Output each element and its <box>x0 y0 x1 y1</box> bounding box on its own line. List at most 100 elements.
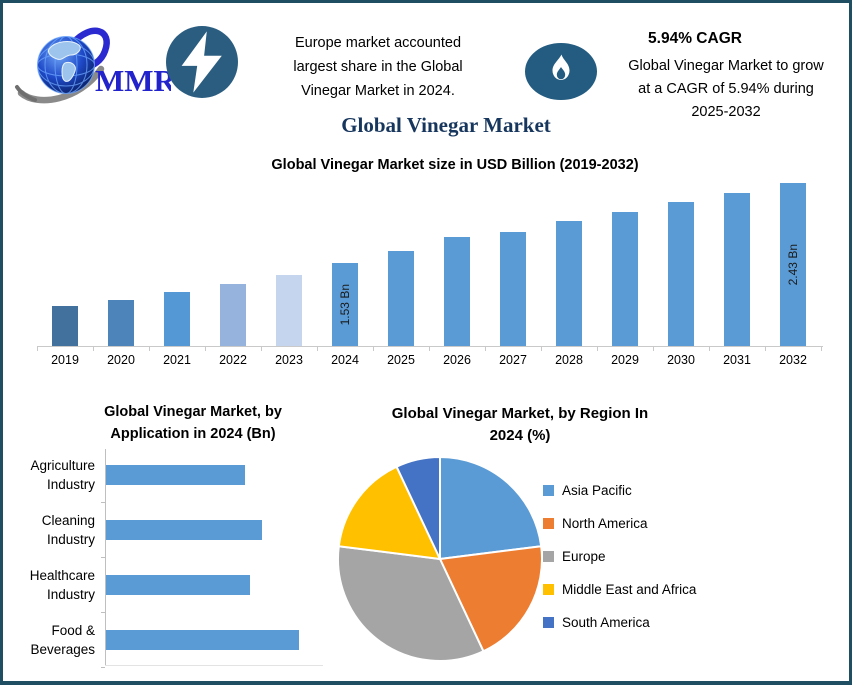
y-axis-line <box>105 449 106 665</box>
bar-2031 <box>724 193 750 346</box>
cagr-line-2: at a CAGR of 5.94% during <box>638 81 814 97</box>
legend-swatch <box>543 484 554 496</box>
app-label-2: Cleaning Industry <box>41 513 95 547</box>
bar-2024: 1.53 Bn <box>332 263 358 346</box>
fact-line-2: largest share in the Global <box>293 59 463 75</box>
x-axis-label-2022: 2022 <box>219 353 247 367</box>
region-pie-legend: Asia Pacific North America Europe Middle Ea… <box>543 480 696 632</box>
bar-2023 <box>276 275 302 346</box>
x-axis-label-2021: 2021 <box>163 353 191 367</box>
x-baseline <box>105 665 323 666</box>
x-axis-label-2025: 2025 <box>387 353 415 367</box>
app-label-3: Healthcare Industry <box>29 568 95 602</box>
x-axis-label-2027: 2027 <box>499 353 527 367</box>
legend-swatch <box>543 616 554 628</box>
x-axis-tick <box>37 346 38 351</box>
x-axis-line <box>37 346 823 347</box>
x-axis-tick <box>653 346 654 351</box>
x-axis-label-2028: 2028 <box>555 353 583 367</box>
app-bar-2 <box>106 520 262 540</box>
region-chart-title: Global Vinegar Market, by Region In 2024… <box>391 405 649 444</box>
application-chart: Global Vinegar Market, by Application in… <box>3 399 343 681</box>
bar-2022 <box>220 284 246 346</box>
legend-swatch <box>543 550 554 562</box>
x-axis-label-2029: 2029 <box>611 353 639 367</box>
app-bar-4 <box>106 630 299 650</box>
bar-2032: 2.43 Bn <box>780 183 806 346</box>
x-axis-label-2023: 2023 <box>275 353 303 367</box>
fact-line-1: Europe market accounted <box>294 35 462 51</box>
x-axis-label-2032: 2032 <box>779 353 807 367</box>
legend-swatch <box>543 517 554 529</box>
bar-2028 <box>556 221 582 346</box>
x-axis-tick <box>709 346 710 351</box>
market-size-chart-title: Global Vinegar Market size in USD Billio… <box>271 157 639 173</box>
legend-label: South America <box>562 614 650 630</box>
cagr-text: Global Vinegar Market to grow at a CAGR … <box>603 55 849 124</box>
x-axis-tick <box>149 346 150 351</box>
fact-line-3: Vinegar Market in 2024. <box>301 83 455 99</box>
x-axis-label-2030: 2030 <box>667 353 695 367</box>
legend-label: Asia Pacific <box>562 482 632 498</box>
market-size-chart: 2019 2020 2021 2022 2023 1.53 Bn 2024 2025 2026 2… <box>3 173 849 373</box>
y-axis-tick <box>101 667 105 668</box>
y-axis-tick <box>101 502 105 503</box>
cagr-headline: 5.94% CAGR <box>648 30 742 47</box>
x-axis-tick <box>429 346 430 351</box>
x-axis-tick <box>373 346 374 351</box>
x-axis-tick <box>485 346 486 351</box>
region-pie-chart <box>337 456 543 662</box>
globe-icon <box>37 36 95 94</box>
x-axis-tick <box>541 346 542 351</box>
cagr-line-1: Global Vinegar Market to grow <box>628 58 824 74</box>
legend-item: Europe <box>543 546 696 566</box>
legend-item: Asia Pacific <box>543 480 696 500</box>
app-label-4: Food & Beverages <box>30 623 95 657</box>
mmr-logo: MMR <box>15 27 171 104</box>
bar-2019 <box>52 306 78 346</box>
x-axis-label-2020: 2020 <box>107 353 135 367</box>
bar-2025 <box>388 251 414 346</box>
application-chart-title: Global Vinegar Market, by Application in… <box>104 404 282 442</box>
pie-slice-north-america <box>439 545 543 653</box>
legend-item: North America <box>543 513 696 533</box>
app-bar-3 <box>106 575 250 595</box>
bar-2020 <box>108 300 134 346</box>
x-axis-tick <box>765 346 766 351</box>
x-axis-label-2031: 2031 <box>723 353 751 367</box>
x-axis-tick <box>205 346 206 351</box>
pie-slice-south-america <box>395 456 441 560</box>
x-axis-tick <box>317 346 318 351</box>
bar-2021 <box>164 292 190 346</box>
logo-text: MMR <box>95 63 171 98</box>
europe-fact-text: Europe market accounted largest share in… <box>261 31 495 103</box>
bar-data-label-2024: 1.53 Bn <box>338 283 352 326</box>
lightning-icon <box>166 26 238 98</box>
page-title: Global Vinegar Market <box>341 113 551 137</box>
cagr-line-3: 2025-2032 <box>691 104 761 120</box>
app-label-1: Agriculture Industry <box>30 458 95 492</box>
bar-2029 <box>612 212 638 346</box>
x-axis-tick <box>821 346 822 351</box>
x-axis-tick <box>597 346 598 351</box>
legend-swatch <box>543 583 554 595</box>
legend-label: Middle East and Africa <box>562 581 697 597</box>
flame-icon <box>525 43 597 100</box>
x-axis-tick <box>93 346 94 351</box>
x-axis-label-2019: 2019 <box>51 353 79 367</box>
bar-data-label-2032: 2.43 Bn <box>786 243 800 286</box>
app-bar-1 <box>106 465 245 485</box>
y-axis-tick <box>101 557 105 558</box>
legend-label: North America <box>562 515 648 531</box>
x-axis-label-2026: 2026 <box>443 353 471 367</box>
y-axis-tick <box>101 612 105 613</box>
pie-slice-middle-east-and-africa <box>337 465 441 560</box>
bar-2030 <box>668 202 694 346</box>
pie-slice-europe <box>337 545 485 662</box>
legend-label: Europe <box>562 548 606 564</box>
x-axis-tick <box>261 346 262 351</box>
pie-slice-asia-pacific <box>439 456 543 560</box>
bar-2027 <box>500 232 526 346</box>
x-axis-label-2024: 2024 <box>331 353 359 367</box>
